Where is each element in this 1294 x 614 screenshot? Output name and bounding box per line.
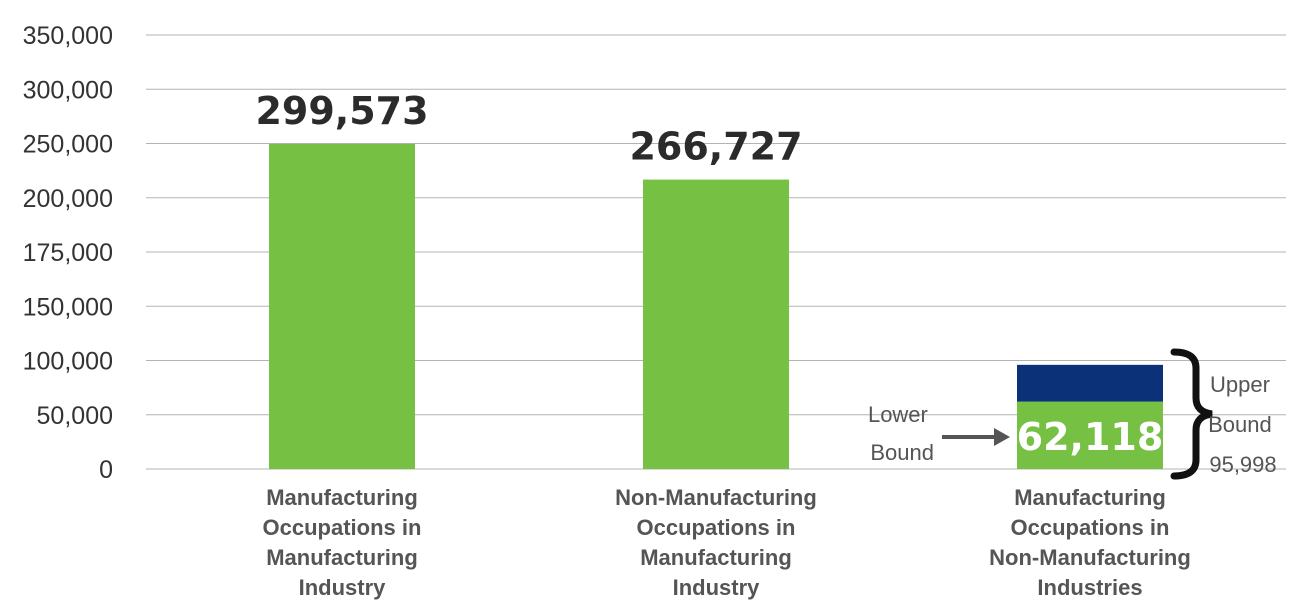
x-category-label-line: Occupations in bbox=[263, 515, 422, 540]
x-category-label-line: Non-Manufacturing bbox=[989, 545, 1191, 570]
bar-upper-segment bbox=[1017, 364, 1163, 402]
x-category-label: Manufacturing Occupations in Manufacturing… bbox=[263, 485, 422, 600]
category-labels: Manufacturing Occupations in Manufacturing… bbox=[263, 485, 1191, 600]
lower-bound-line-2: Bound bbox=[870, 440, 934, 465]
bar bbox=[1017, 401, 1163, 469]
lower-bound-label: Lower Bound bbox=[868, 402, 934, 465]
upper-bound-line-1: Upper bbox=[1210, 372, 1270, 397]
lower-bound-line-1: Lower bbox=[868, 402, 928, 427]
x-category-label-line: Manufacturing bbox=[640, 545, 792, 570]
y-tick-label: 300,000 bbox=[23, 76, 113, 104]
y-tick-label: 0 bbox=[99, 456, 113, 484]
bars: 299,573 266,727 62,118 bbox=[255, 89, 1164, 470]
y-tick-label: 150,000 bbox=[23, 293, 113, 321]
data-label: 266,727 bbox=[629, 125, 802, 169]
data-label: 299,573 bbox=[255, 89, 428, 133]
bar bbox=[643, 179, 789, 470]
x-category-label-line: Occupations in bbox=[637, 515, 796, 540]
y-tick-label: 100,000 bbox=[23, 348, 113, 376]
y-tick-label: 250,000 bbox=[23, 131, 113, 159]
x-category-label-line: Industry bbox=[299, 575, 387, 600]
upper-bound-label: Upper Bound 95,998 bbox=[1208, 372, 1278, 477]
right-brace-icon bbox=[1170, 348, 1213, 480]
x-category-label-line: Manufacturing bbox=[1014, 485, 1166, 510]
annotations: Lower Bound Upper Bound 95,998 bbox=[868, 348, 1278, 480]
x-category-label: Manufacturing Occupations in Non-Manufactu… bbox=[989, 485, 1191, 600]
y-tick-label: 50,000 bbox=[37, 402, 113, 430]
x-category-label: Non-Manufacturing Occupations in Manufactu… bbox=[615, 485, 817, 600]
arrow-right-icon bbox=[942, 428, 1010, 446]
y-tick-label: 200,000 bbox=[23, 185, 113, 213]
x-category-label-line: Industry bbox=[673, 575, 761, 600]
y-tick-label: 350,000 bbox=[23, 22, 113, 50]
y-axis-tick-labels: 0 50,000 100,000 150,000 175,000 200,000 250,0… bbox=[23, 22, 113, 484]
upper-bound-line-2: Bound bbox=[1208, 412, 1272, 437]
bar bbox=[269, 143, 415, 469]
y-tick-label: 175,000 bbox=[23, 239, 113, 267]
data-label: 62,118 bbox=[1017, 415, 1164, 459]
x-category-label-line: Non-Manufacturing bbox=[615, 485, 817, 510]
x-category-label-line: Occupations in bbox=[1011, 515, 1170, 540]
x-category-label-line: Manufacturing bbox=[266, 545, 418, 570]
x-category-label-line: Industries bbox=[1037, 575, 1142, 600]
x-category-label-line: Manufacturing bbox=[266, 485, 418, 510]
upper-bound-value: 95,998 bbox=[1209, 452, 1276, 477]
